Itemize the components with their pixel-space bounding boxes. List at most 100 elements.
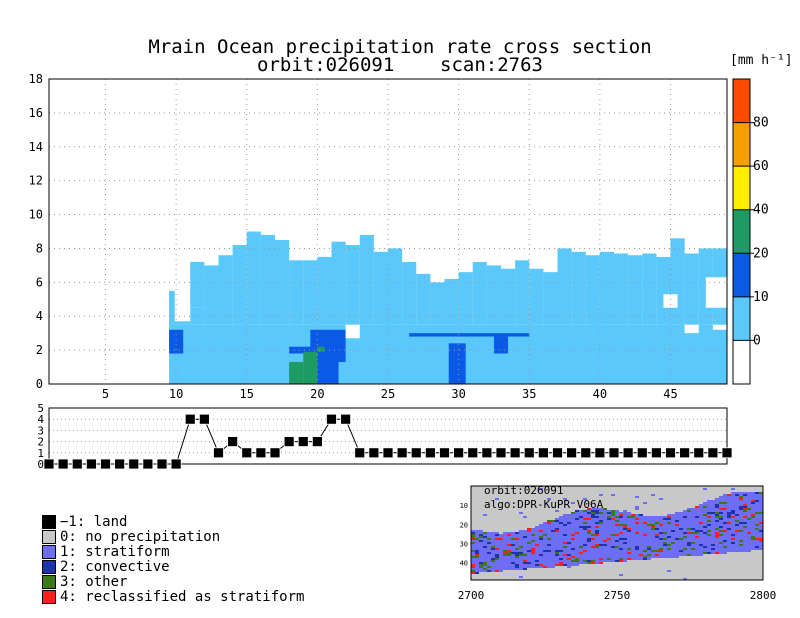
map-cell: [723, 568, 727, 570]
map-cell: [547, 556, 551, 558]
map-cell: [471, 540, 475, 542]
map-cell: [559, 520, 563, 522]
map-cell: [571, 530, 575, 532]
map-cell: [655, 572, 659, 574]
map-cell: [699, 490, 703, 492]
map-cell: [563, 558, 567, 560]
map-cell: [579, 570, 583, 572]
map-cell: [471, 538, 475, 540]
map-cell: [523, 578, 527, 580]
map-cell: [751, 544, 755, 546]
data-point: [537, 447, 549, 459]
map-cell: [639, 574, 643, 576]
map-cell: [587, 500, 591, 502]
map-cell: [715, 576, 719, 578]
map-cell: [483, 492, 487, 494]
map-cell: [647, 508, 651, 510]
map-cell: [531, 510, 535, 512]
map-cell: [543, 530, 547, 532]
map-cell: [575, 514, 579, 516]
map-cell: [487, 556, 491, 558]
map-cell: [659, 504, 663, 506]
map-cell: [603, 540, 607, 542]
map-cell: [471, 564, 475, 566]
map-cell: [695, 564, 699, 566]
map-cell: [739, 556, 743, 558]
map-cell: [495, 524, 499, 526]
map-cell: [491, 542, 495, 544]
map-cell: [507, 538, 511, 540]
map-cell: [707, 562, 711, 564]
map-cell: [531, 560, 535, 562]
map-cell: [611, 508, 615, 510]
map-cell: [599, 568, 603, 570]
map-cell: [507, 490, 511, 492]
y-tick-label: 14: [29, 140, 43, 154]
map-cell: [711, 558, 715, 560]
map-cell: [655, 560, 659, 562]
map-cell: [707, 500, 711, 502]
map-cell: [503, 560, 507, 562]
map-cell: [547, 520, 551, 522]
map-cell: [591, 548, 595, 550]
map-cell: [599, 562, 603, 564]
map-cell: [619, 568, 623, 570]
map-cell: [667, 494, 671, 496]
map-cell: [563, 530, 567, 532]
map-cell: [555, 496, 559, 498]
map-cell: [483, 496, 487, 498]
map-cell: [671, 508, 675, 510]
map-cell: [755, 554, 759, 556]
map-cell: [571, 556, 575, 558]
map-cell: [615, 534, 619, 536]
map-cell: [639, 520, 643, 522]
map-cell: [703, 558, 707, 560]
map-cell: [747, 570, 751, 572]
map-cell: [675, 532, 679, 534]
map-cell: [483, 486, 487, 488]
map-cell: [587, 562, 591, 564]
map-cell: [727, 498, 731, 500]
map-cell: [735, 576, 739, 578]
map-cell: [511, 512, 515, 514]
map-cell: [523, 546, 527, 548]
map-cell: [727, 488, 731, 490]
map-cell: [479, 556, 483, 558]
map-cell: [715, 564, 719, 566]
map-cell: [519, 560, 523, 562]
data-point: [481, 447, 493, 459]
map-cell: [655, 542, 659, 544]
map-cell: [639, 512, 643, 514]
map-cell: [675, 502, 679, 504]
precip-cell: [684, 253, 699, 325]
map-cell: [723, 528, 727, 530]
map-cell: [711, 514, 715, 516]
map-cell: [515, 558, 519, 560]
map-cell: [667, 548, 671, 550]
y-tick-label: 20: [460, 521, 468, 529]
map-cell: [675, 512, 679, 514]
map-cell: [687, 504, 691, 506]
map-cell: [607, 490, 611, 492]
map-cell: [675, 526, 679, 528]
map-cell: [675, 486, 679, 488]
map-cell: [563, 576, 567, 578]
map-cell: [571, 548, 575, 550]
map-cell: [647, 548, 651, 550]
map-cell: [739, 544, 743, 546]
map-cell: [743, 556, 747, 558]
map-cell: [695, 570, 699, 572]
map-cell: [751, 526, 755, 528]
map-cell: [563, 542, 567, 544]
map-cell: [551, 488, 555, 490]
map-cell: [639, 514, 643, 516]
map-cell: [495, 518, 499, 520]
map-cell: [667, 574, 671, 576]
map-cell: [591, 564, 595, 566]
map-cell: [551, 554, 555, 556]
map-cell: [659, 486, 663, 488]
map-cell: [615, 546, 619, 548]
map-cell: [495, 576, 499, 578]
map-cell: [635, 546, 639, 548]
map-cell: [499, 560, 503, 562]
